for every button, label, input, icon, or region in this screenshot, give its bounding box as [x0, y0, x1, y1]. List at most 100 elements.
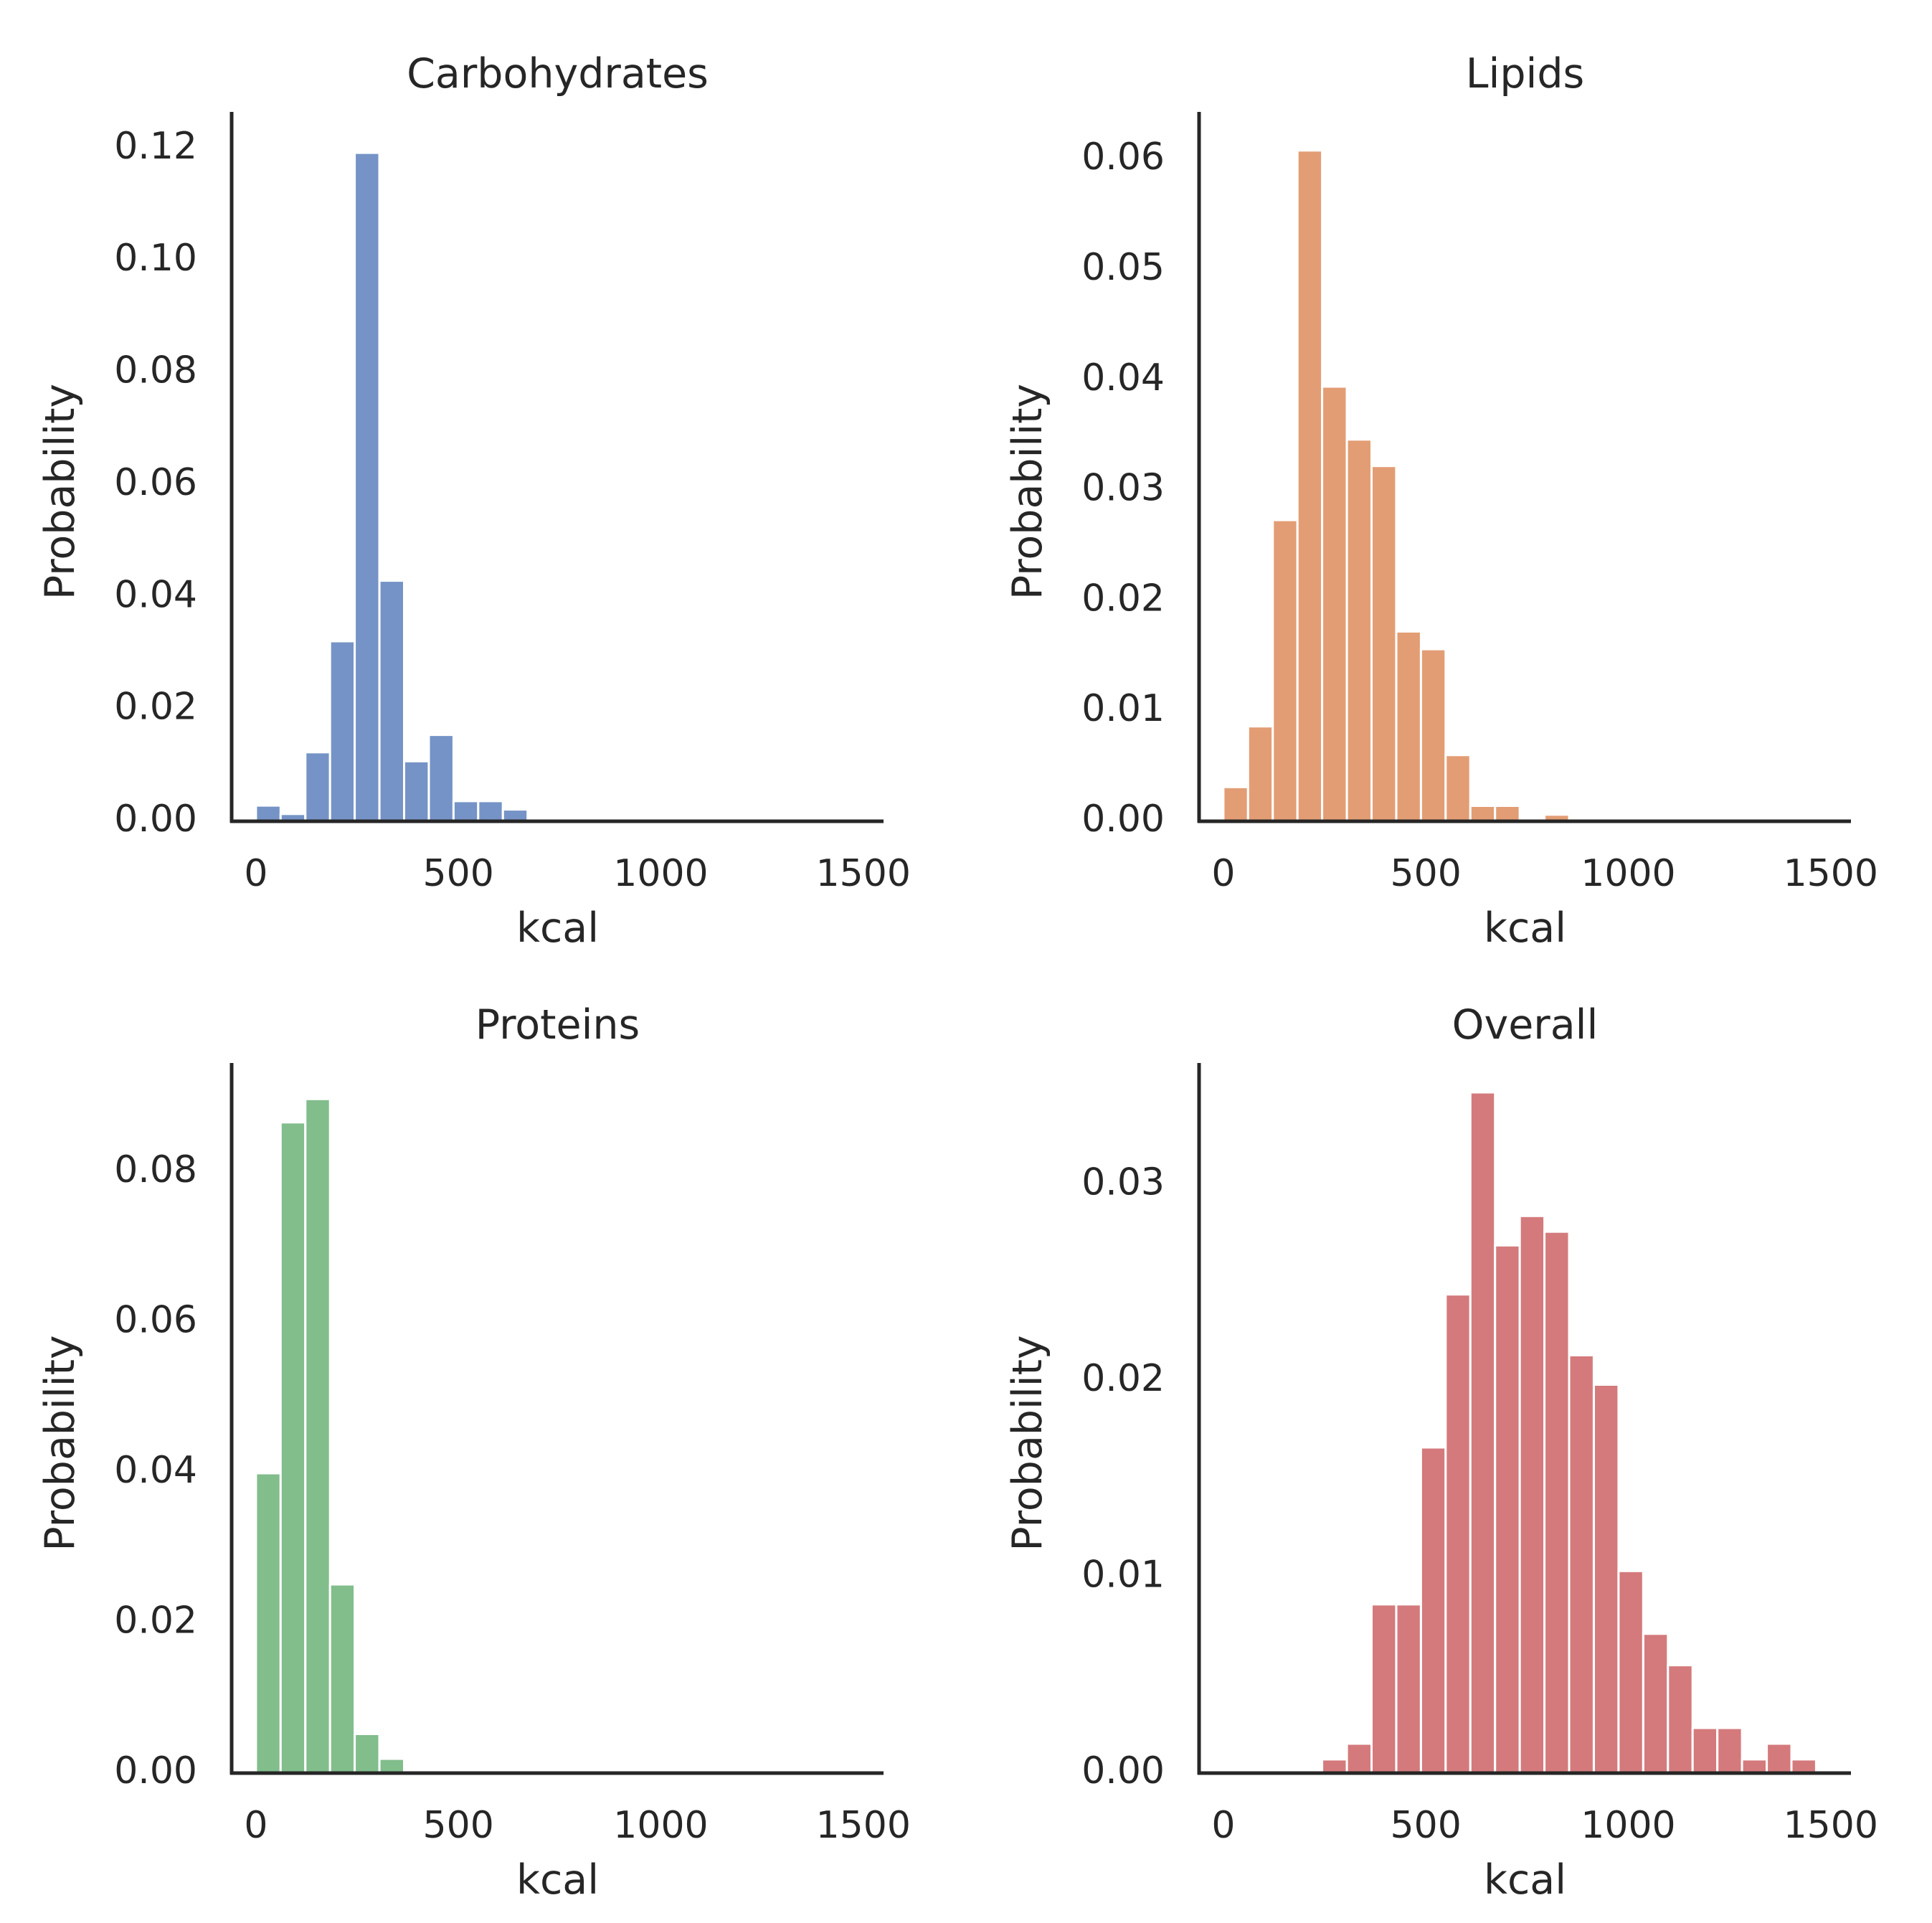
panel-carbohydrates: 0.00 0.02 0.04 0.06 0.08 0.10 0.12 0 500 1000 150… — [37, 50, 911, 952]
proteins-x-tick-label: 1000 — [613, 1804, 708, 1847]
overall-bar — [1766, 1742, 1793, 1775]
carbohydrates-y-tick-label: 0.08 — [114, 349, 197, 392]
lipids-bar — [1246, 725, 1274, 823]
proteins-bar — [354, 1733, 381, 1775]
overall-bars — [1321, 1091, 1817, 1775]
overall-bar — [1568, 1354, 1595, 1775]
carbohydrates-x-tick-label: 1000 — [613, 852, 708, 895]
proteins-bar — [255, 1472, 282, 1775]
overall-y-tick-label: 0.03 — [1081, 1161, 1165, 1204]
overall-title: Overall — [1452, 1001, 1599, 1049]
overall-bar — [1345, 1742, 1373, 1775]
overall-y-tick-label: 0.00 — [1081, 1749, 1165, 1792]
proteins-bar — [304, 1097, 331, 1775]
overall-x-tick-label: 1500 — [1784, 1804, 1878, 1847]
lipids-bar — [1321, 385, 1348, 823]
overall-x-tick-label: 500 — [1391, 1804, 1462, 1847]
carbohydrates-x-ticks: 0 500 1000 1500 — [244, 852, 911, 895]
carbohydrates-y-tick-label: 0.00 — [114, 798, 197, 841]
lipids-x-tick-label: 1500 — [1784, 852, 1878, 895]
overall-y-tick-label: 0.01 — [1081, 1554, 1165, 1597]
overall-bar — [1716, 1726, 1743, 1775]
lipids-bar — [1272, 519, 1299, 823]
lipids-bar — [1370, 465, 1398, 823]
overall-y-tick-label: 0.02 — [1081, 1357, 1165, 1400]
overall-bar — [1642, 1633, 1670, 1775]
proteins-y-tick-label: 0.02 — [114, 1599, 197, 1642]
carbohydrates-bar — [328, 640, 356, 823]
overall-x-ticks: 0 500 1000 1500 — [1211, 1804, 1878, 1847]
carbohydrates-y-label: Probability — [37, 384, 84, 600]
overall-bar — [1741, 1758, 1768, 1775]
lipids-x-tick-label: 500 — [1391, 852, 1462, 895]
overall-y-ticks: 0.00 0.01 0.02 0.03 — [1081, 1161, 1165, 1792]
lipids-bar — [1395, 630, 1422, 823]
lipids-y-tick-label: 0.06 — [1081, 136, 1165, 179]
carbohydrates-bar — [255, 804, 282, 823]
proteins-y-ticks: 0.00 0.02 0.04 0.06 0.08 — [114, 1148, 197, 1792]
carbohydrates-bar — [477, 800, 504, 823]
panel-proteins: 0.00 0.02 0.04 0.06 0.08 0 500 1000 1500 Protei… — [37, 1001, 911, 1904]
lipids-x-label: kcal — [1484, 904, 1566, 952]
proteins-title: Proteins — [475, 1001, 640, 1049]
lipids-bar — [1444, 754, 1472, 823]
overall-bar — [1543, 1230, 1571, 1775]
proteins-y-tick-label: 0.06 — [114, 1298, 197, 1341]
carbohydrates-x-tick-label: 0 — [244, 852, 267, 895]
lipids-bar — [1469, 805, 1497, 823]
overall-x-tick-label: 0 — [1211, 1804, 1235, 1847]
panel-overall: 0.00 0.01 0.02 0.03 0 500 1000 1500 Overall kc… — [1004, 1001, 1878, 1904]
carbohydrates-bar — [403, 760, 430, 823]
overall-bar — [1617, 1569, 1644, 1775]
proteins-x-tick-label: 500 — [423, 1804, 494, 1847]
carbohydrates-y-tick-label: 0.02 — [114, 686, 197, 729]
overall-bar — [1469, 1091, 1497, 1775]
lipids-y-ticks: 0.00 0.01 0.02 0.03 0.04 0.05 0.06 — [1081, 136, 1165, 841]
overall-y-label: Probability — [1004, 1335, 1051, 1551]
lipids-y-tick-label: 0.03 — [1081, 467, 1165, 510]
overall-x-label: kcal — [1484, 1856, 1566, 1904]
overall-bar — [1494, 1244, 1521, 1775]
proteins-y-tick-label: 0.04 — [114, 1449, 197, 1492]
lipids-title: Lipids — [1466, 50, 1585, 98]
overall-bar — [1667, 1664, 1694, 1775]
overall-bar — [1790, 1758, 1817, 1775]
overall-bar — [1419, 1446, 1447, 1775]
lipids-bar — [1494, 805, 1521, 823]
carbohydrates-x-tick-label: 1500 — [816, 852, 911, 895]
overall-bar — [1444, 1293, 1472, 1775]
proteins-bar — [328, 1583, 356, 1775]
lipids-x-tick-label: 1000 — [1581, 852, 1675, 895]
proteins-x-ticks: 0 500 1000 1500 — [244, 1804, 911, 1847]
carbohydrates-bars — [255, 151, 529, 823]
lipids-y-tick-label: 0.05 — [1081, 246, 1165, 289]
lipids-y-tick-label: 0.00 — [1081, 798, 1165, 841]
overall-bar — [1321, 1758, 1348, 1775]
proteins-x-tick-label: 1500 — [816, 1804, 911, 1847]
proteins-y-tick-label: 0.08 — [114, 1148, 197, 1191]
lipids-bar — [1419, 648, 1447, 823]
lipids-bar — [1296, 149, 1324, 823]
carbohydrates-y-tick-label: 0.12 — [114, 125, 197, 168]
lipids-y-tick-label: 0.02 — [1081, 577, 1165, 620]
lipids-x-tick-label: 0 — [1211, 852, 1235, 895]
proteins-bars — [255, 1097, 405, 1775]
overall-x-tick-label: 1000 — [1581, 1804, 1675, 1847]
carbohydrates-y-tick-label: 0.06 — [114, 461, 197, 504]
carbohydrates-y-tick-label: 0.04 — [114, 573, 197, 616]
carbohydrates-bar — [452, 800, 480, 823]
carbohydrates-y-tick-label: 0.10 — [114, 237, 197, 280]
carbohydrates-title: Carbohydrates — [407, 50, 709, 98]
proteins-x-label: kcal — [516, 1856, 599, 1904]
overall-bar — [1593, 1384, 1620, 1775]
carbohydrates-bar — [427, 734, 455, 823]
proteins-bar — [378, 1757, 405, 1775]
proteins-y-label: Probability — [37, 1335, 84, 1551]
overall-bar — [1518, 1214, 1546, 1775]
lipids-y-tick-label: 0.04 — [1081, 356, 1165, 400]
carbohydrates-y-ticks: 0.00 0.02 0.04 0.06 0.08 0.10 0.12 — [114, 125, 197, 841]
carbohydrates-bar — [378, 580, 405, 823]
lipids-y-tick-label: 0.01 — [1081, 687, 1165, 730]
lipids-y-label: Probability — [1004, 384, 1051, 600]
